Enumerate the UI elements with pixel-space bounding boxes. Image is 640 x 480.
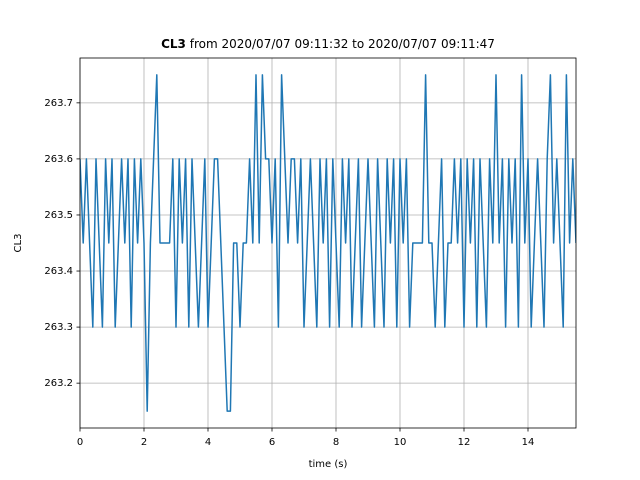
data-line <box>80 74 576 412</box>
chart-title: CL3 from 2020/07/07 09:11:32 to 2020/07/… <box>161 37 495 51</box>
y-tick-label: 263.4 <box>44 266 73 277</box>
y-tick-label: 263.7 <box>44 98 73 109</box>
x-tick-label: 4 <box>205 437 211 448</box>
x-tick-label: 2 <box>141 437 147 448</box>
title-rest: from 2020/07/07 09:11:32 to 2020/07/07 0… <box>190 37 495 51</box>
x-tick-label: 10 <box>394 437 407 448</box>
y-tick-label: 263.2 <box>44 378 73 389</box>
x-tick-label: 0 <box>77 437 83 448</box>
y-tick-label: 263.5 <box>44 210 73 221</box>
x-tick-label: 8 <box>333 437 339 448</box>
y-axis-label: CL3 <box>13 234 24 253</box>
y-tick-label: 263.3 <box>44 322 73 333</box>
title-bold: CL3 <box>161 37 186 51</box>
x-tick-label: 14 <box>522 437 535 448</box>
x-tick-label: 6 <box>269 437 275 448</box>
x-tick-label: 12 <box>458 437 471 448</box>
y-tick-label: 263.6 <box>44 154 73 165</box>
plot-frame <box>79 57 577 429</box>
x-axis-label: time (s) <box>309 459 348 470</box>
